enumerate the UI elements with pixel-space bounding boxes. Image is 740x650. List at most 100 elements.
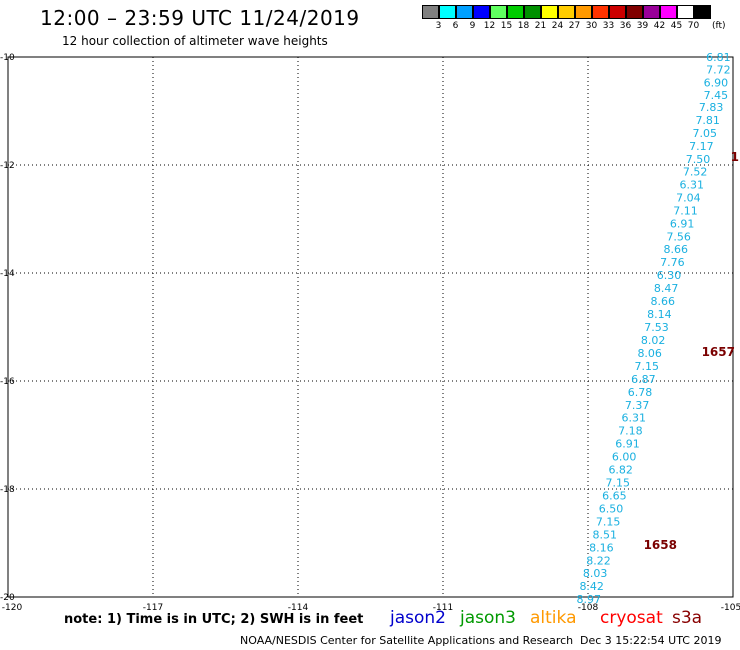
footer-note: note: 1) Time is in UTC; 2) SWH is in fe… xyxy=(64,612,364,627)
legend-swatch xyxy=(626,5,643,19)
swh-value: 6.31 xyxy=(622,412,647,425)
legend-label: 33 xyxy=(602,21,615,31)
swh-value: 8.42 xyxy=(579,580,604,593)
satellite-altika: altika xyxy=(530,608,577,628)
legend-swatch xyxy=(456,5,473,19)
swh-value: 6.31 xyxy=(680,178,705,191)
swh-value: 6.91 xyxy=(615,438,640,451)
x-tick-label: -114 xyxy=(288,603,309,613)
legend-swatch xyxy=(490,5,507,19)
legend-swatch xyxy=(575,5,592,19)
satellite-jason2: jason2 xyxy=(390,608,446,628)
swh-value: 7.15 xyxy=(596,515,621,528)
swh-value: 8.02 xyxy=(641,334,666,347)
swh-value: 7.52 xyxy=(683,165,708,178)
swh-value: 7.04 xyxy=(676,191,701,204)
swh-value: 6.00 xyxy=(612,451,637,464)
swh-value: 8.22 xyxy=(586,554,611,567)
legend-label: 27 xyxy=(568,21,581,31)
swh-value: 8.66 xyxy=(664,243,689,256)
swh-value: 7.53 xyxy=(644,321,669,334)
swh-value: 6.81 xyxy=(706,51,731,64)
x-tick-label: -117 xyxy=(143,603,163,613)
swh-value: 7.56 xyxy=(666,230,691,243)
swh-value: 8.97 xyxy=(577,593,602,606)
swh-value: 7.15 xyxy=(606,477,631,490)
credit-line: NOAA/NESDIS Center for Satellite Applica… xyxy=(240,634,574,647)
time-label: 1 xyxy=(731,150,739,164)
swh-value: 7.72 xyxy=(706,63,731,76)
swh-value: 8.03 xyxy=(583,567,608,580)
satellite-cryosat: cryosat xyxy=(600,608,663,628)
swh-value: 6.50 xyxy=(599,502,624,515)
legend-swatch xyxy=(660,5,677,19)
legend-label: 18 xyxy=(517,21,530,31)
swh-value: 7.81 xyxy=(695,114,720,127)
legend-label: 15 xyxy=(500,21,513,31)
swh-value: 6.87 xyxy=(631,373,656,386)
swh-value: 8.06 xyxy=(637,347,662,360)
legend-label: 39 xyxy=(636,21,649,31)
swh-value: 7.50 xyxy=(686,153,711,166)
y-tick-label: -12 xyxy=(0,161,15,171)
legend-swatch xyxy=(541,5,558,19)
swh-value: 7.15 xyxy=(635,360,660,373)
generation-timestamp: Dec 3 15:22:54 UTC 2019 xyxy=(580,634,722,647)
swh-value: 6.78 xyxy=(628,386,653,399)
legend-label: 36 xyxy=(619,21,632,31)
chart-subtitle: 12 hour collection of altimeter wave hei… xyxy=(62,34,328,48)
swh-value: 8.51 xyxy=(593,528,618,541)
legend-label: 3 xyxy=(435,21,442,31)
legend-swatch xyxy=(677,5,694,19)
swh-value: 6.82 xyxy=(608,464,633,477)
legend-swatch xyxy=(592,5,609,19)
y-tick-label: -18 xyxy=(0,485,15,495)
satellite-jason3: jason3 xyxy=(460,608,516,628)
swh-value: 7.18 xyxy=(618,425,643,438)
swh-value: 6.30 xyxy=(657,269,682,282)
legend-label: 12 xyxy=(483,21,496,31)
swh-value: 8.16 xyxy=(589,541,614,554)
legend-swatch xyxy=(609,5,626,19)
y-tick-label: -10 xyxy=(0,53,15,63)
swh-value: 7.11 xyxy=(673,204,698,217)
legend-swatch xyxy=(558,5,575,19)
legend-label: 45 xyxy=(670,21,683,31)
legend-swatch xyxy=(507,5,524,19)
time-label: 1657 xyxy=(702,345,735,359)
x-tick-label: -105 xyxy=(721,603,740,613)
satellite-s3a: s3a xyxy=(672,608,703,628)
swh-value: 8.47 xyxy=(654,282,679,295)
time-label: 1658 xyxy=(644,538,677,552)
legend-label: 30 xyxy=(585,21,598,31)
swh-value: 6.65 xyxy=(602,489,627,502)
swh-value: 7.76 xyxy=(660,256,685,269)
chart-title: 12:00 – 23:59 UTC 11/24/2019 xyxy=(40,6,360,30)
x-tick-label: -120 xyxy=(2,603,23,613)
plot-frame xyxy=(7,56,734,598)
y-tick-label: -16 xyxy=(0,377,15,387)
legend-label: 9 xyxy=(469,21,476,31)
legend-label: 70 xyxy=(687,21,700,31)
legend-label: 21 xyxy=(534,21,547,31)
x-tick-label: -111 xyxy=(433,603,453,613)
swh-value: 6.90 xyxy=(704,76,729,89)
swh-value: 7.45 xyxy=(704,89,729,102)
swh-value: 7.17 xyxy=(689,140,714,153)
swh-value: 8.66 xyxy=(651,295,676,308)
legend-swatch xyxy=(694,5,711,19)
y-tick-label: -20 xyxy=(0,593,15,603)
legend-label: 42 xyxy=(653,21,666,31)
legend-swatch xyxy=(439,5,456,19)
legend-swatch xyxy=(422,5,439,19)
y-tick-label: -14 xyxy=(0,269,15,279)
legend-label: 24 xyxy=(551,21,564,31)
legend-swatch xyxy=(524,5,541,19)
x-tick-label: -108 xyxy=(578,603,599,613)
legend-unit-label: (ft) xyxy=(712,21,726,31)
swh-value: 7.37 xyxy=(625,399,650,412)
swh-value: 7.83 xyxy=(699,101,724,114)
swh-value: 7.05 xyxy=(693,127,718,140)
legend-swatch xyxy=(643,5,660,19)
swh-value: 6.91 xyxy=(670,217,695,230)
